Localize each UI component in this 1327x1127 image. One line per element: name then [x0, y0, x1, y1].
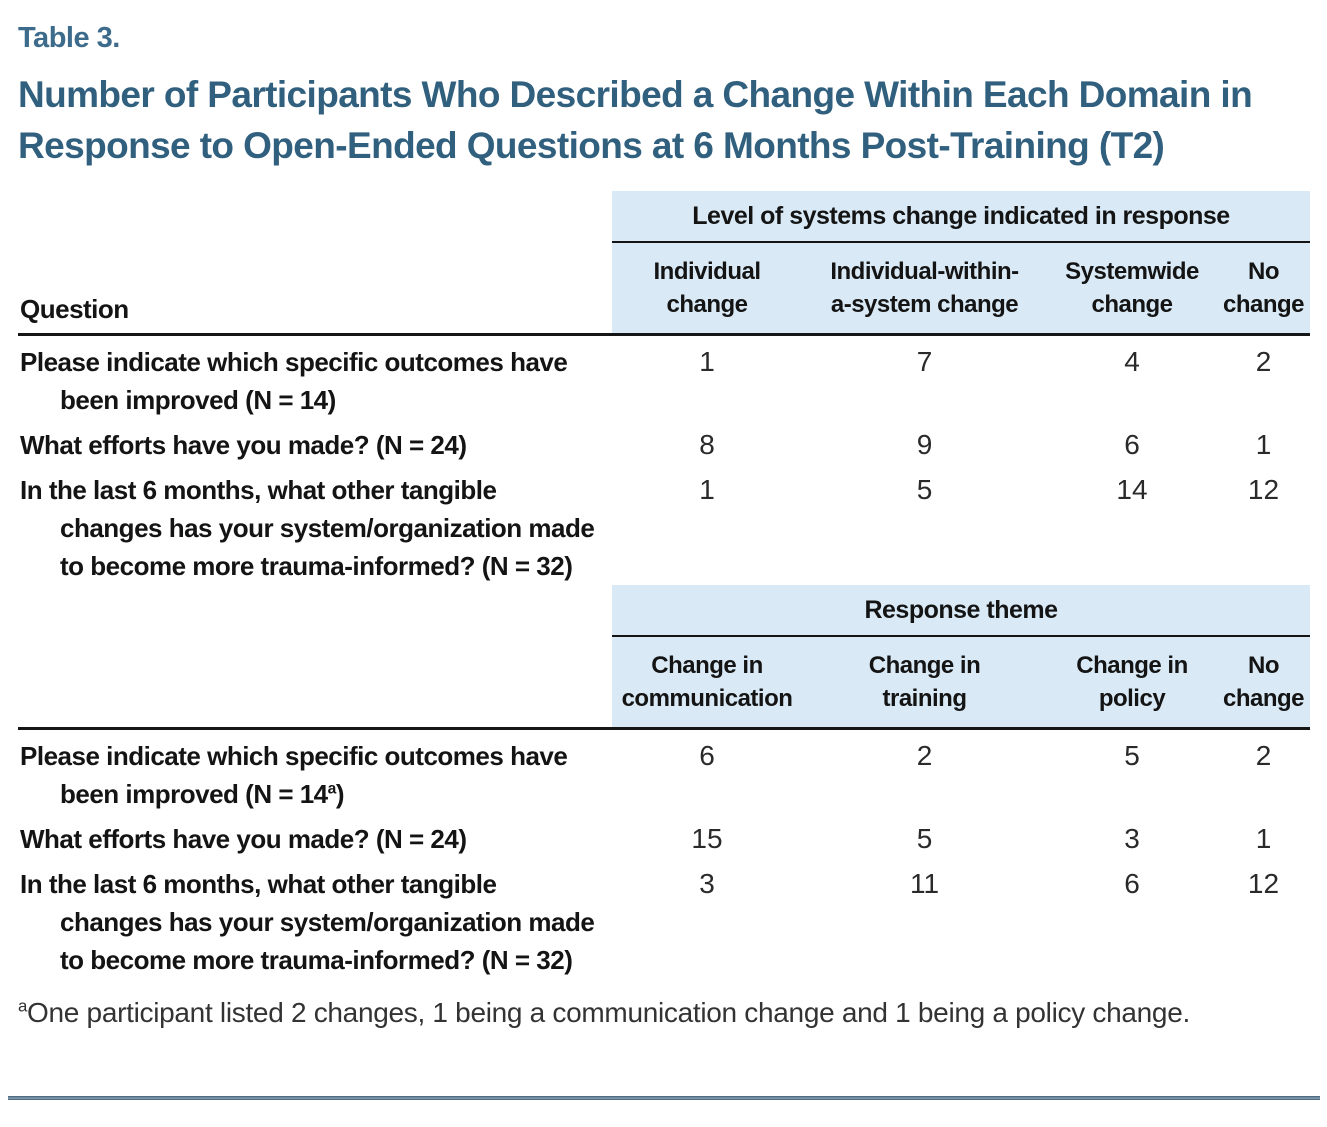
question-column-header: Question	[20, 294, 129, 324]
group-header-systems-change: Level of systems change indicated in res…	[612, 191, 1310, 243]
group-header-response-theme: Response theme	[612, 585, 1310, 637]
question-cell: In the last 6 months, what other tangibl…	[20, 475, 595, 581]
table-response-theme-body: Please indicate which specific outcomes …	[18, 730, 1310, 979]
bottom-rule	[8, 1096, 1320, 1100]
table-systems-change-body: Please indicate which specific outcomes …	[18, 336, 1310, 585]
question-cell: Please indicate which specific outcomes …	[18, 730, 612, 813]
question-cell: What efforts have you made? (N = 24)	[20, 430, 467, 460]
table-response-theme-header: Response theme Change in communication C…	[18, 585, 1310, 727]
value-cell: 12	[1247, 868, 1280, 899]
footnote-marker: a	[18, 996, 28, 1016]
value-cell: 6	[699, 740, 715, 771]
value-cell: 6	[1124, 868, 1140, 899]
value-cell: 4	[1124, 346, 1140, 377]
page: Table 3. Number of Participants Who Desc…	[18, 22, 1327, 1029]
value-cell: 3	[699, 868, 715, 899]
column-header-change-in-communication: Change in communication	[612, 637, 802, 727]
value-cell: 2	[1255, 740, 1272, 771]
value-cell: 11	[909, 868, 940, 899]
value-cell: 5	[1124, 740, 1140, 771]
column-header-no-change: No change	[1217, 637, 1310, 727]
footnote-text: One participant listed 2 changes, 1 bein…	[27, 997, 1190, 1028]
value-cell: 15	[691, 823, 723, 854]
value-cell: 12	[1247, 474, 1280, 505]
question-text: )	[335, 779, 345, 809]
value-cell: 7	[916, 346, 933, 377]
header-divider-rule	[18, 333, 1310, 336]
value-cell: 1	[1255, 823, 1272, 854]
question-column-spacer	[18, 585, 612, 637]
question-cell: What efforts have you made? (N = 24)	[20, 824, 467, 854]
column-header-change-in-policy: Change in policy	[1047, 637, 1217, 727]
value-cell: 2	[1255, 346, 1272, 377]
value-cell: 1	[699, 474, 715, 505]
value-cell: 6	[1124, 429, 1140, 460]
value-cell: 14	[1116, 474, 1148, 505]
table-title: Number of Participants Who Described a C…	[18, 74, 1253, 166]
column-header-individual-change: Individual change	[612, 243, 802, 333]
column-header-systemwide-change: Systemwide change	[1047, 243, 1217, 333]
value-cell: 5	[916, 474, 933, 505]
footnote-marker: a	[327, 780, 337, 798]
value-cell: 5	[916, 823, 933, 854]
header-divider-rule	[18, 727, 1310, 730]
column-header-change-in-training: Change in training	[802, 637, 1047, 727]
question-column-spacer	[18, 191, 612, 243]
value-cell: 1	[699, 346, 715, 377]
value-cell: 9	[916, 429, 933, 460]
table-systems-change: Level of systems change indicated in res…	[18, 191, 1310, 585]
question-text: Please indicate which specific outcomes …	[20, 741, 568, 809]
value-cell: 3	[1124, 823, 1140, 854]
value-cell: 8	[699, 429, 715, 460]
table-number-label: Table 3.	[18, 22, 120, 54]
table-systems-change-header: Level of systems change indicated in res…	[18, 191, 1310, 333]
question-cell: In the last 6 months, what other tangibl…	[20, 869, 595, 975]
value-cell: 2	[916, 740, 933, 771]
table-footnote: aOne participant listed 2 changes, 1 bei…	[18, 997, 1327, 1029]
table-response-theme: Response theme Change in communication C…	[18, 585, 1310, 979]
column-header-no-change: No change	[1217, 243, 1310, 333]
column-header-individual-within-a-system-change: Individual-within- a-system change	[802, 243, 1047, 333]
question-cell: Please indicate which specific outcomes …	[20, 347, 568, 415]
value-cell: 1	[1255, 429, 1272, 460]
